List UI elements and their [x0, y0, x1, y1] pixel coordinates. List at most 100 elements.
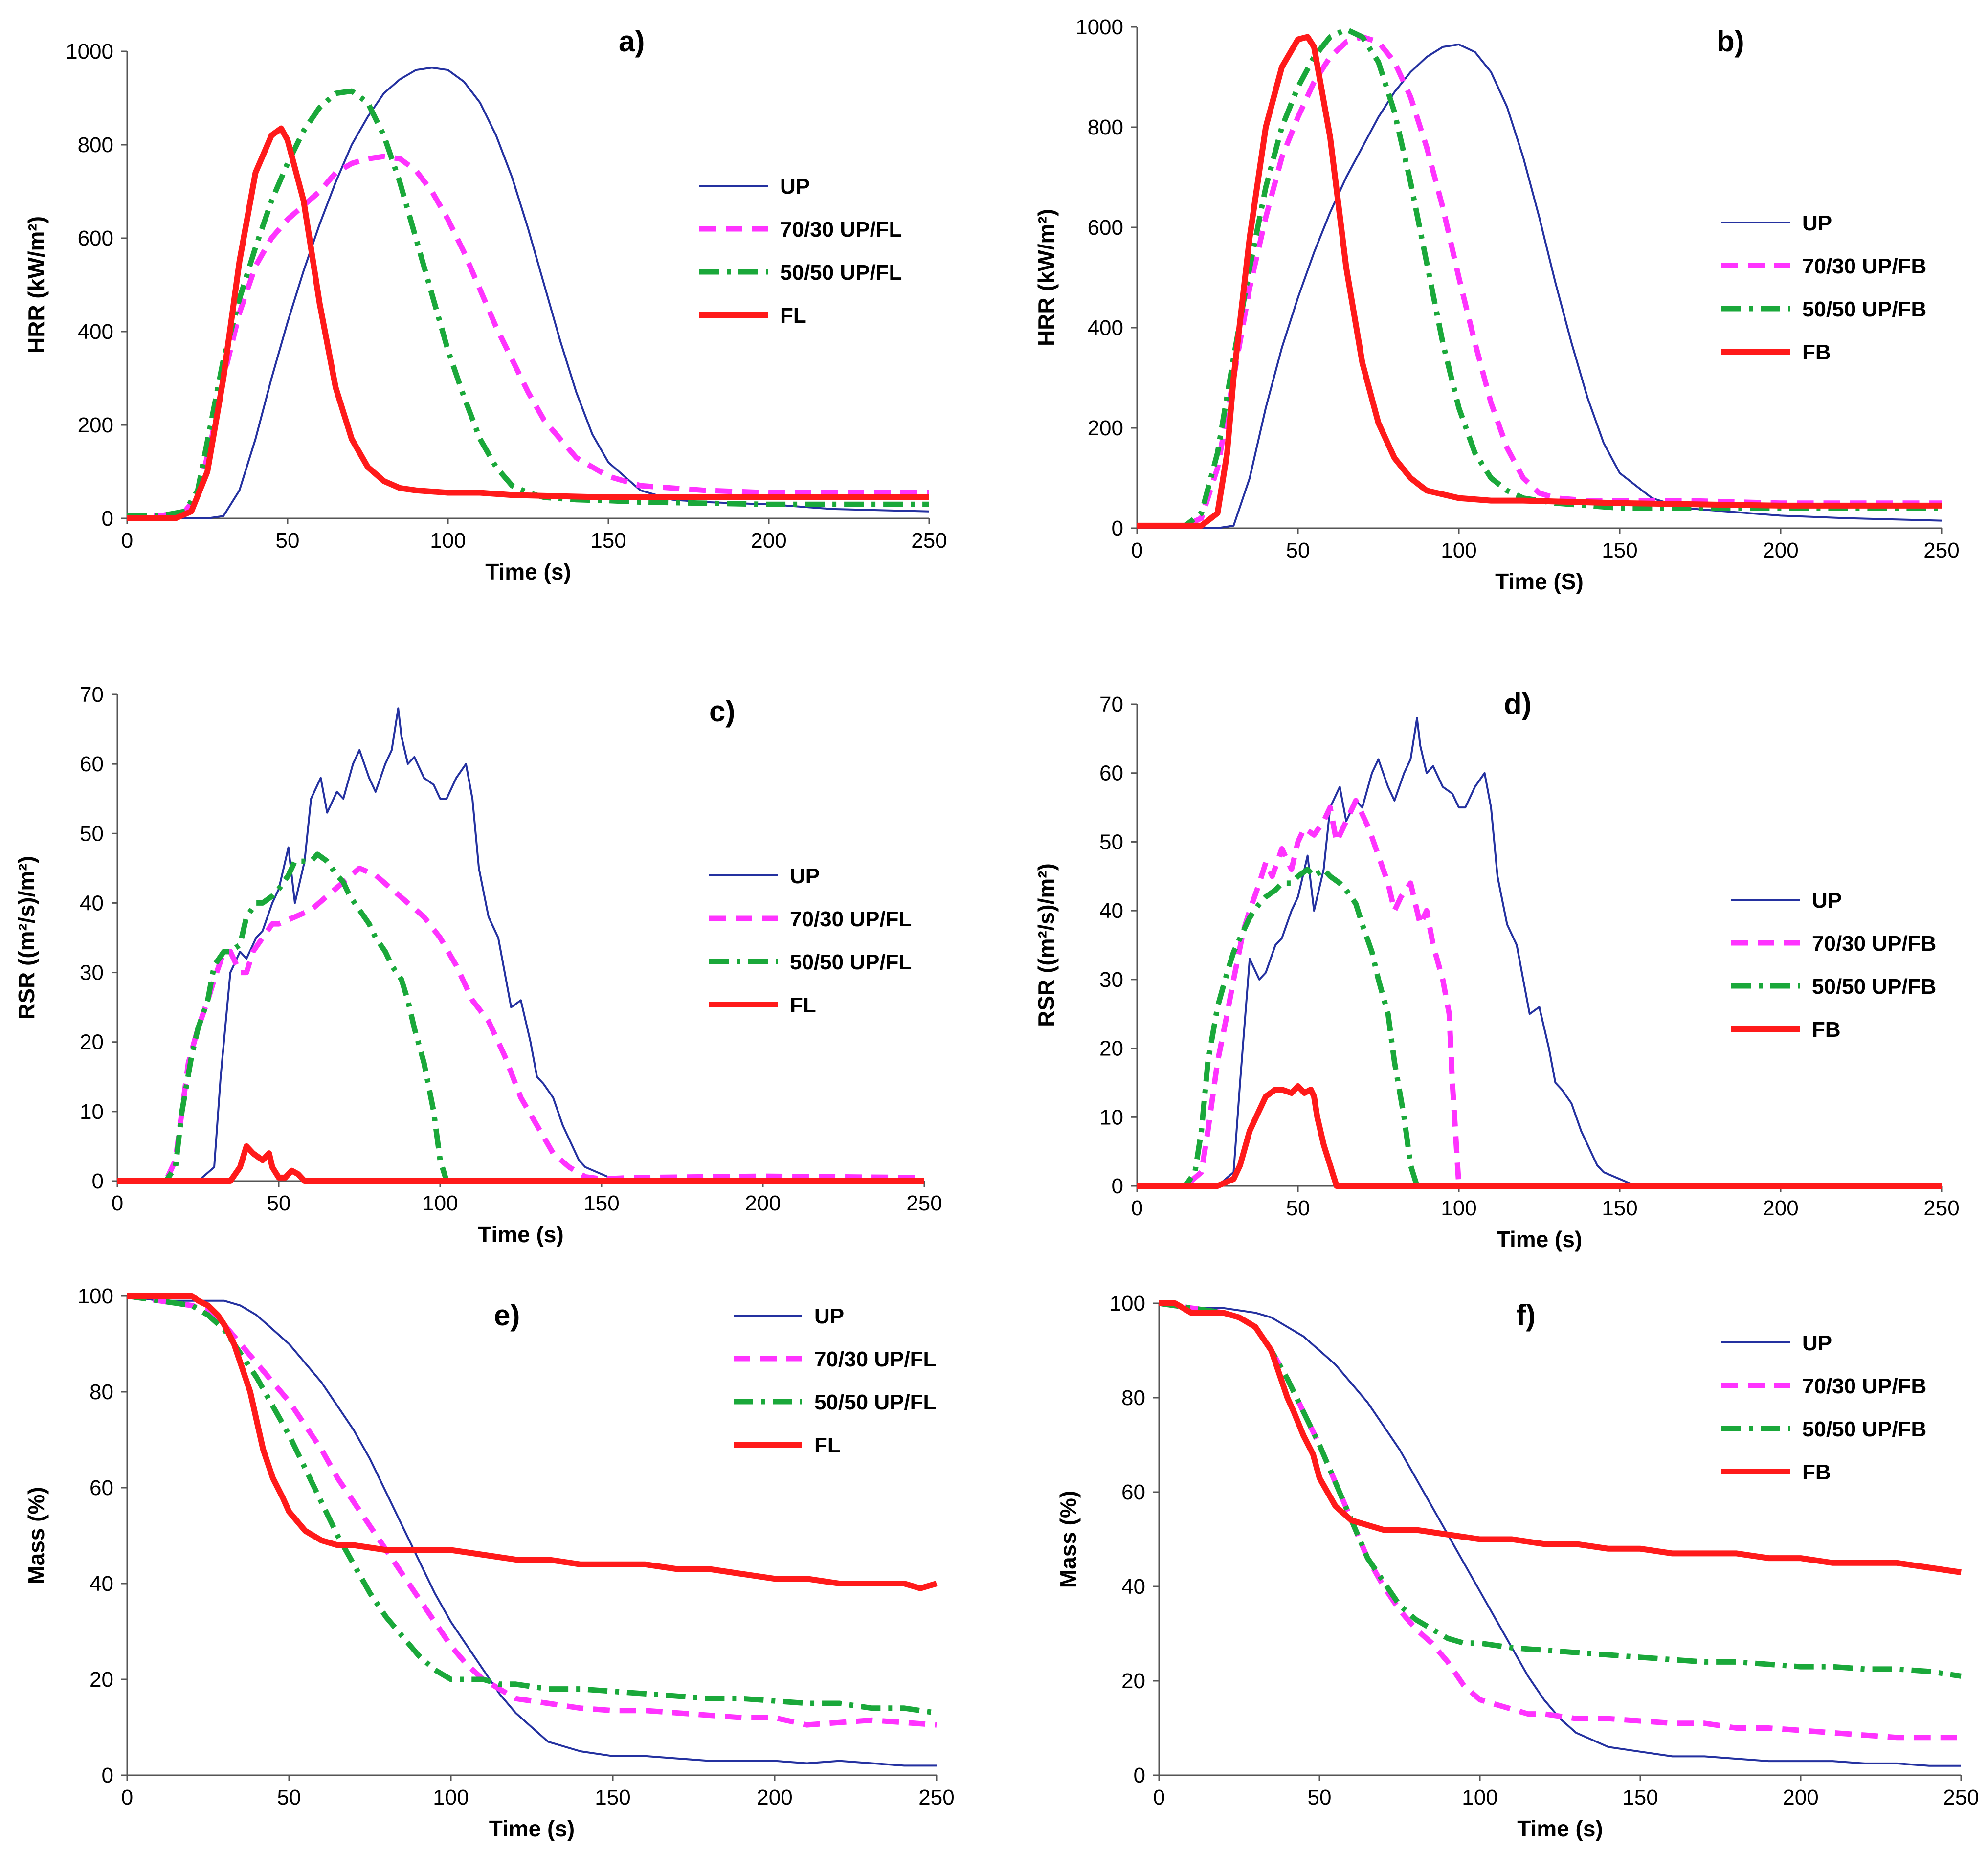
chart-panel-1: 0 50 100 150 200 250 0 200 400 600 800 1000 Time (S)…: [1033, 15, 1960, 594]
y-tick-label: 60: [89, 1476, 113, 1500]
y-tick-label: 70: [1099, 692, 1123, 716]
legend-label: FL: [780, 304, 806, 328]
legend-label: FB: [1802, 1460, 1831, 1484]
x-axis-label: Time (s): [485, 559, 571, 584]
x-tick-label: 150: [583, 1191, 619, 1215]
y-tick-label: 0: [1112, 516, 1123, 540]
x-tick-label: 50: [1308, 1786, 1332, 1809]
series-line-1: [1137, 34, 1942, 529]
y-tick-label: 50: [1099, 830, 1123, 854]
series-line-3: [1159, 1300, 1962, 1576]
series-line-3: [1137, 34, 1942, 529]
legend-label: 70/30 UP/FB: [1802, 254, 1926, 278]
y-tick-label: 0: [1134, 1764, 1145, 1787]
y-axis-label: RSR ((m²/s)/m²): [14, 856, 39, 1020]
y-tick-label: 60: [80, 752, 104, 776]
x-tick-label: 0: [121, 1786, 133, 1809]
chart-panel-2: 0 50 100 150 200 250 0 10 20 30 40 50 60 70 Time (s) RS…: [14, 683, 942, 1247]
x-tick-label: 250: [1943, 1786, 1979, 1809]
x-tick-label: 250: [1923, 1196, 1959, 1220]
y-tick-label: 50: [80, 822, 104, 846]
y-tick-label: 1000: [1075, 15, 1123, 39]
chart-panel-5: 0 50 100 150 200 250 0 20 40 60 80 100 Time (s) Mass …: [1055, 1292, 1979, 1841]
y-tick-label: 0: [92, 1169, 104, 1193]
y-tick-label: 30: [1099, 968, 1123, 992]
x-tick-label: 250: [911, 529, 947, 553]
series-line-3: [127, 125, 929, 521]
legend-label: 70/30 UP/FL: [780, 218, 902, 242]
series-line-2: [127, 88, 929, 519]
x-tick-label: 100: [1441, 538, 1476, 562]
legend-label: 70/30 UP/FB: [1812, 932, 1936, 956]
y-tick-label: 60: [1099, 761, 1123, 785]
y-tick-label: 30: [80, 961, 104, 985]
panel-label: b): [1717, 25, 1744, 58]
x-tick-label: 200: [745, 1191, 781, 1215]
y-tick-label: 80: [1121, 1386, 1145, 1410]
x-axis-label: Time (s): [1517, 1816, 1603, 1841]
x-tick-label: 200: [751, 529, 786, 553]
y-tick-label: 800: [78, 133, 113, 157]
y-axis-label: HRR (kW/m²): [23, 216, 49, 354]
x-axis-label: Time (s): [1497, 1227, 1583, 1252]
y-tick-label: 800: [1088, 115, 1123, 139]
series-line-1: [127, 1293, 937, 1728]
x-tick-label: 0: [1131, 538, 1143, 562]
x-tick-label: 250: [1923, 538, 1959, 562]
x-tick-label: 0: [121, 529, 133, 553]
legend-label: 70/30 UP/FB: [1802, 1374, 1926, 1398]
x-tick-label: 150: [1602, 1196, 1637, 1220]
series-line-2: [117, 851, 924, 1184]
series-line-1: [127, 154, 929, 519]
y-tick-label: 200: [78, 413, 113, 437]
legend-label: UP: [790, 864, 820, 888]
series-line-2: [127, 1293, 937, 1716]
series-line-0: [1137, 43, 1942, 529]
y-tick-label: 0: [102, 507, 113, 531]
y-tick-label: 20: [1121, 1669, 1145, 1693]
x-tick-label: 200: [1763, 538, 1798, 562]
series-line-0: [1159, 1302, 1961, 1767]
series-line-3: [117, 1143, 924, 1184]
x-tick-label: 100: [422, 1191, 458, 1215]
x-axis-label: Time (S): [1495, 569, 1584, 594]
y-axis-label: HRR (kW/m²): [1033, 209, 1059, 346]
y-tick-label: 100: [1110, 1292, 1145, 1316]
x-tick-label: 200: [1763, 1196, 1798, 1220]
legend-label: 50/50 UP/FL: [780, 261, 902, 285]
series-line-1: [1159, 1300, 1961, 1741]
y-axis-label: Mass (%): [23, 1487, 49, 1584]
series-line-2: [1137, 867, 1942, 1189]
legend-label: UP: [1802, 1331, 1832, 1355]
x-axis-label: Time (s): [489, 1816, 575, 1841]
legend-label: UP: [814, 1304, 844, 1328]
legend-label: 70/30 UP/FL: [790, 907, 912, 931]
series-line-0: [117, 707, 924, 1182]
y-tick-label: 80: [89, 1380, 113, 1404]
y-axis-label: RSR ((m²/s)/m²): [1033, 863, 1059, 1027]
x-axis-label: Time (s): [478, 1222, 564, 1247]
y-tick-label: 40: [1099, 899, 1123, 923]
legend-label: FL: [790, 993, 816, 1017]
x-tick-label: 200: [757, 1786, 792, 1809]
legend-label: 70/30 UP/FL: [814, 1347, 936, 1371]
series-line-3: [127, 1293, 938, 1591]
x-tick-label: 100: [1441, 1196, 1476, 1220]
series-line-0: [1137, 717, 1942, 1187]
y-tick-label: 40: [89, 1572, 113, 1596]
y-tick-label: 400: [78, 320, 113, 344]
x-tick-label: 150: [595, 1786, 630, 1809]
x-tick-label: 50: [277, 1786, 301, 1809]
x-tick-label: 50: [276, 529, 300, 553]
x-tick-label: 50: [1286, 1196, 1310, 1220]
x-tick-label: 100: [1462, 1786, 1497, 1809]
y-tick-label: 20: [80, 1030, 104, 1054]
chart-panel-0: 0 50 100 150 200 250 0 200 400 600 800 1000 Time (s)…: [23, 25, 947, 584]
series-line-2: [1159, 1300, 1962, 1679]
y-tick-label: 10: [1099, 1105, 1123, 1129]
x-tick-label: 250: [918, 1786, 954, 1809]
series-line-3: [1137, 1083, 1942, 1189]
y-tick-label: 40: [1121, 1575, 1145, 1599]
legend-label: FB: [1802, 340, 1831, 364]
